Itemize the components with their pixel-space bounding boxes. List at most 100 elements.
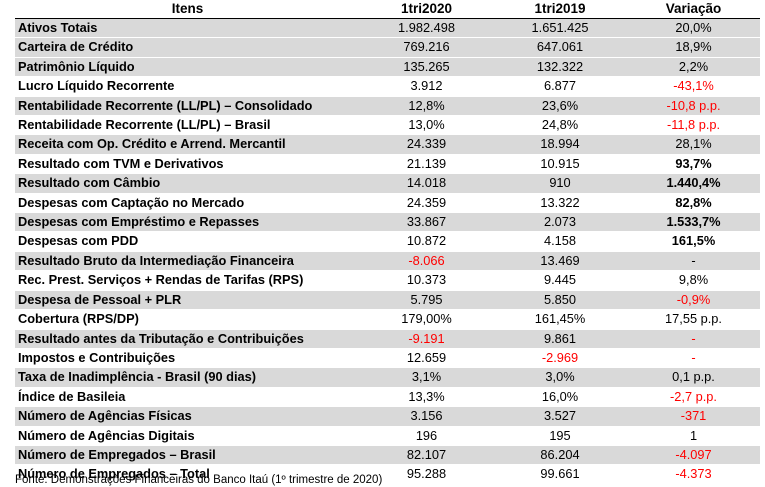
row-value-variacao: 1 [627,426,760,446]
row-item-label: Número de Agências Digitais [15,426,360,446]
table-body: Ativos Totais 1.982.498 1.651.425 20,0% Cart… [15,18,760,485]
row-item-label: Carteira de Crédito [15,37,360,58]
row-value-1tri2020: 1.982.498 [360,18,493,38]
source-note: Fonte: Demonstrações Financeiras do Banc… [15,474,383,486]
row-value-variacao: -2,7 p.p. [627,387,760,407]
row-value-variacao: -0,9% [627,290,760,310]
row-value-1tri2020: 21.139 [360,154,493,174]
row-value-1tri2020: 95.288 [360,464,493,485]
row-item-label: Ativos Totais [15,18,360,38]
row-value-1tri2019: 9.861 [493,329,627,349]
row-value-1tri2019: 86.204 [493,445,627,465]
row-value-variacao: -371 [627,406,760,427]
row-value-variacao: 1.440,4% [627,173,760,194]
table-row: Taxa de Inadimplência - Brasil (90 dias)… [15,367,760,388]
table-row: Resultado com Câmbio 14.018 910 1.440,4% [15,173,760,194]
row-item-label: Taxa de Inadimplência - Brasil (90 dias) [15,367,360,388]
row-value-1tri2019: 24,8% [493,115,627,135]
row-value-variacao: -4.097 [627,445,760,465]
table-row: Despesas com Captação no Mercado 24.359 13… [15,193,760,213]
row-value-variacao: 28,1% [627,134,760,155]
row-item-label: Resultado com Câmbio [15,173,360,194]
table-row: Despesas com PDD 10.872 4.158 161,5% [15,231,760,252]
row-value-variacao: -43,1% [627,76,760,97]
table-row: Despesas com Empréstimo e Repasses 33.867… [15,212,760,232]
row-value-1tri2020: 3.912 [360,76,493,97]
row-value-1tri2019: 13.322 [493,193,627,213]
table-row: Receita com Op. Crédito e Arrend. Mercan… [15,134,760,155]
row-item-label: Despesas com PDD [15,231,360,252]
row-item-label: Resultado com TVM e Derivativos [15,154,360,174]
financial-indicators-table: Itens 1tri2020 1tri2019 Variação Ativos … [15,0,760,485]
row-item-label: Número de Empregados – Brasil [15,445,360,465]
row-value-variacao: 18,9% [627,37,760,58]
table-row: Cobertura (RPS/DP) 179,00% 161,45% 17,55 p.… [15,309,760,329]
row-value-1tri2020: 33.867 [360,212,493,232]
row-value-variacao: - [627,329,760,349]
row-value-variacao: 161,5% [627,231,760,252]
row-value-1tri2020: 769.216 [360,37,493,58]
row-value-variacao: 20,0% [627,18,760,38]
header-1tri2019: 1tri2019 [493,0,627,19]
row-value-1tri2020: 10.373 [360,270,493,291]
table-row: Ativos Totais 1.982.498 1.651.425 20,0% [15,18,760,38]
row-item-label: Número de Empregados – Total [15,464,360,485]
row-value-variacao: -4.373 [627,464,760,485]
row-item-label: Rec. Prest. Serviços + Rendas de Tarifas… [15,270,360,291]
row-value-1tri2020: -9.191 [360,329,493,349]
row-value-1tri2019: 16,0% [493,387,627,407]
table-row: Índice de Basileia 13,3% 16,0% -2,7 p.p. [15,387,760,407]
row-value-1tri2020: 13,3% [360,387,493,407]
row-item-label: Rentabilidade Recorrente (LL/PL) – Brasi… [15,115,360,135]
row-value-1tri2020: 12,8% [360,96,493,116]
row-item-label: Lucro Líquido Recorrente [15,76,360,97]
row-value-1tri2019: 6.877 [493,76,627,97]
row-value-1tri2019: 132.322 [493,57,627,77]
row-value-1tri2019: 13.469 [493,251,627,271]
row-value-1tri2020: 179,00% [360,309,493,329]
row-value-variacao: -10,8 p.p. [627,96,760,116]
row-value-1tri2019: 910 [493,173,627,194]
row-value-1tri2019: 18.994 [493,134,627,155]
row-value-1tri2019: 647.061 [493,37,627,58]
header-itens: Itens [15,0,360,19]
row-value-1tri2019: 5.850 [493,290,627,310]
row-value-1tri2020: 3.156 [360,406,493,427]
row-value-1tri2020: 3,1% [360,367,493,388]
row-item-label: Resultado antes da Tributação e Contribu… [15,329,360,349]
row-value-1tri2019: 1.651.425 [493,18,627,38]
row-value-1tri2020: 135.265 [360,57,493,77]
header-variacao: Variação [627,0,760,19]
table-row: Número de Empregados – Brasil 82.107 86.20… [15,445,760,465]
row-item-label: Índice de Basileia [15,387,360,407]
row-item-label: Rentabilidade Recorrente (LL/PL) – Conso… [15,96,360,116]
table-header-row: Itens 1tri2020 1tri2019 Variação [15,0,760,19]
table-row: Resultado Bruto da Intermediação Finance… [15,251,760,271]
row-item-label: Despesas com Captação no Mercado [15,193,360,213]
row-value-1tri2019: 23,6% [493,96,627,116]
row-value-1tri2019: 195 [493,426,627,446]
table-row: Rec. Prest. Serviços + Rendas de Tarifas… [15,270,760,291]
row-value-1tri2020: 196 [360,426,493,446]
row-value-1tri2020: 24.359 [360,193,493,213]
row-value-1tri2019: 3.527 [493,406,627,427]
row-item-label: Patrimônio Líquido [15,57,360,77]
table-row: Lucro Líquido Recorrente 3.912 6.877 -43,1% [15,76,760,97]
row-value-1tri2020: 14.018 [360,173,493,194]
row-value-1tri2019: 99.661 [493,464,627,485]
row-item-label: Impostos e Contribuições [15,348,360,368]
row-value-1tri2020: 12.659 [360,348,493,368]
row-item-label: Cobertura (RPS/DP) [15,309,360,329]
row-value-1tri2019: 4.158 [493,231,627,252]
row-item-label: Despesa de Pessoal + PLR [15,290,360,310]
row-value-1tri2019: 9.445 [493,270,627,291]
table-row: Rentabilidade Recorrente (LL/PL) – Conso… [15,96,760,116]
row-value-1tri2020: 13,0% [360,115,493,135]
row-item-label: Despesas com Empréstimo e Repasses [15,212,360,232]
table-row: Carteira de Crédito 769.216 647.061 18,9% [15,37,760,58]
row-value-variacao: - [627,348,760,368]
row-value-1tri2020: 82.107 [360,445,493,465]
row-value-1tri2019: 10.915 [493,154,627,174]
header-1tri2020: 1tri2020 [360,0,493,19]
financial-table-container: Itens 1tri2020 1tri2019 Variação Ativos … [15,0,760,485]
